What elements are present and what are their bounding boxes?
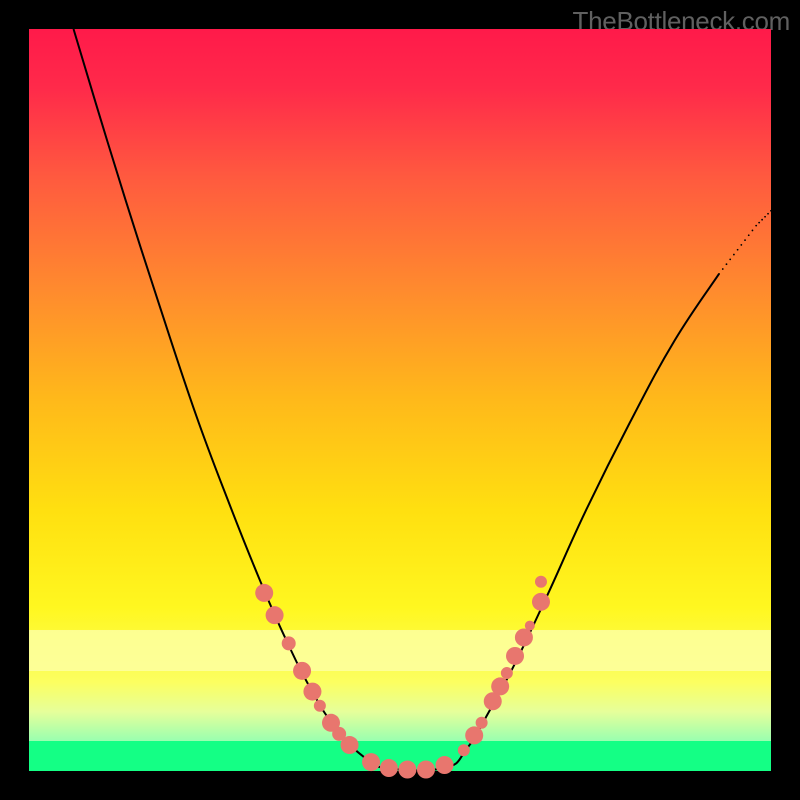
data-marker xyxy=(417,761,435,779)
data-marker xyxy=(465,726,483,744)
data-marker xyxy=(282,636,296,650)
data-marker xyxy=(476,717,488,729)
data-marker xyxy=(314,700,326,712)
data-marker xyxy=(341,736,359,754)
data-marker xyxy=(525,621,535,631)
data-marker xyxy=(491,677,509,695)
data-marker xyxy=(293,662,311,680)
data-marker xyxy=(501,667,513,679)
data-marker xyxy=(458,744,470,756)
curve-layer xyxy=(29,29,771,771)
data-marker xyxy=(398,761,416,779)
v-curve xyxy=(74,29,720,770)
data-marker xyxy=(255,584,273,602)
data-marker xyxy=(266,606,284,624)
data-marker xyxy=(362,753,380,771)
data-marker xyxy=(515,628,533,646)
data-marker xyxy=(436,756,454,774)
data-marker xyxy=(535,576,547,588)
data-marker xyxy=(380,759,398,777)
data-marker xyxy=(303,683,321,701)
plot-area xyxy=(29,29,771,771)
chart-frame: TheBottleneck.com xyxy=(0,0,800,800)
marker-cluster-group xyxy=(255,576,550,779)
data-marker xyxy=(532,593,550,611)
data-marker xyxy=(506,647,524,665)
curve-dotted-tail xyxy=(718,210,772,275)
